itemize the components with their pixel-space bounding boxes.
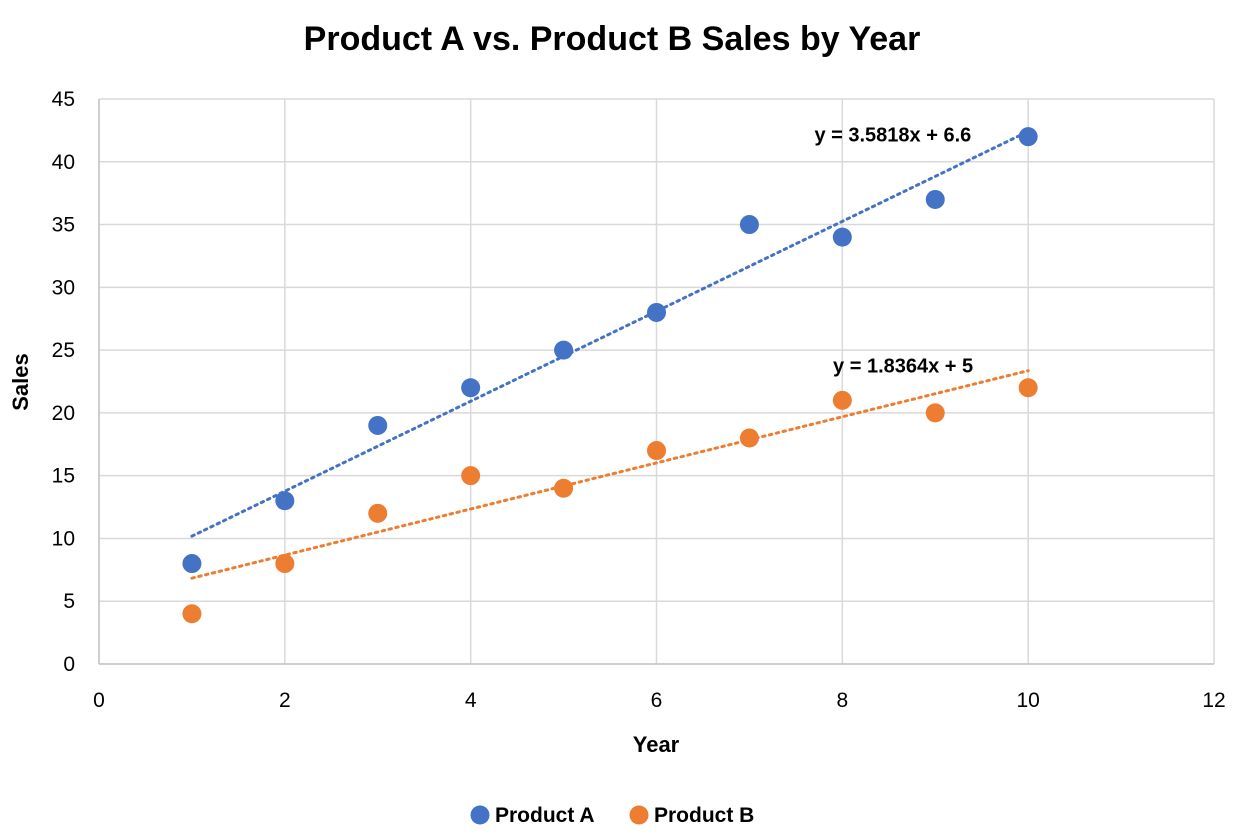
data-point-product-b	[182, 604, 202, 624]
y-tick-label: 10	[52, 527, 75, 550]
data-point-product-a	[554, 340, 574, 360]
y-tick-label: 0	[63, 653, 75, 676]
trendline-equation-product-a: y = 3.5818x + 6.6	[814, 125, 971, 147]
data-point-product-b	[554, 478, 574, 498]
data-point-product-b	[461, 466, 481, 486]
x-tick-label: 0	[93, 689, 105, 712]
data-point-product-a	[739, 215, 759, 235]
data-point-product-a	[275, 491, 295, 511]
y-tick-label: 20	[52, 402, 75, 425]
chart-title: Product A vs. Product B Sales by Year	[304, 20, 921, 58]
y-tick-label: 30	[52, 276, 75, 299]
y-tick-label: 5	[63, 590, 75, 613]
data-point-product-b	[739, 428, 759, 448]
y-tick-label: 15	[52, 465, 75, 488]
data-point-product-b	[832, 390, 852, 410]
legend-label: Product B	[654, 804, 754, 827]
data-point-product-b	[647, 441, 666, 461]
trendlines	[190, 129, 1030, 580]
legend-marker	[470, 805, 490, 825]
data-point-product-a	[368, 415, 388, 435]
x-tick-label: 10	[1016, 689, 1039, 712]
x-tick-label: 12	[1202, 689, 1225, 712]
data-point-product-b	[1018, 378, 1038, 398]
y-tick-label: 45	[52, 88, 75, 111]
data-point-product-a	[461, 378, 481, 398]
data-point-product-a	[182, 554, 202, 574]
legend-label: Product A	[495, 804, 595, 827]
gridlines	[99, 98, 1215, 664]
axes: 0 5 10 15 20 25 30 35 40 45 0 2 4 6 8 10 12	[52, 88, 1226, 712]
x-tick-label: 2	[279, 689, 291, 712]
data-point-product-a	[832, 227, 852, 247]
data-point-product-a	[925, 189, 945, 209]
data-points	[182, 127, 1038, 624]
data-point-product-b	[925, 403, 945, 423]
x-tick-label: 8	[836, 689, 848, 712]
x-tick-label: 6	[651, 689, 663, 712]
trendline-product-a	[190, 129, 1030, 538]
data-point-product-a	[1018, 127, 1038, 147]
trendline-equation-product-b: y = 1.8364x + 5	[833, 356, 973, 378]
legend: Product A Product B	[470, 804, 754, 827]
x-axis-title: Year	[633, 732, 680, 757]
trendline-equations: y = 3.5818x + 6.6 y = 1.8364x + 5	[814, 125, 973, 378]
trendline-product-b	[190, 369, 1030, 580]
x-tick-label: 4	[465, 689, 477, 712]
y-tick-label: 40	[52, 151, 75, 174]
legend-marker	[629, 805, 649, 825]
y-axis-title: Sales	[8, 353, 33, 411]
y-tick-label: 35	[52, 214, 75, 237]
y-tick-label: 25	[52, 339, 75, 362]
data-point-product-b	[368, 503, 388, 523]
data-point-product-b	[275, 554, 295, 574]
data-point-product-a	[647, 302, 666, 322]
